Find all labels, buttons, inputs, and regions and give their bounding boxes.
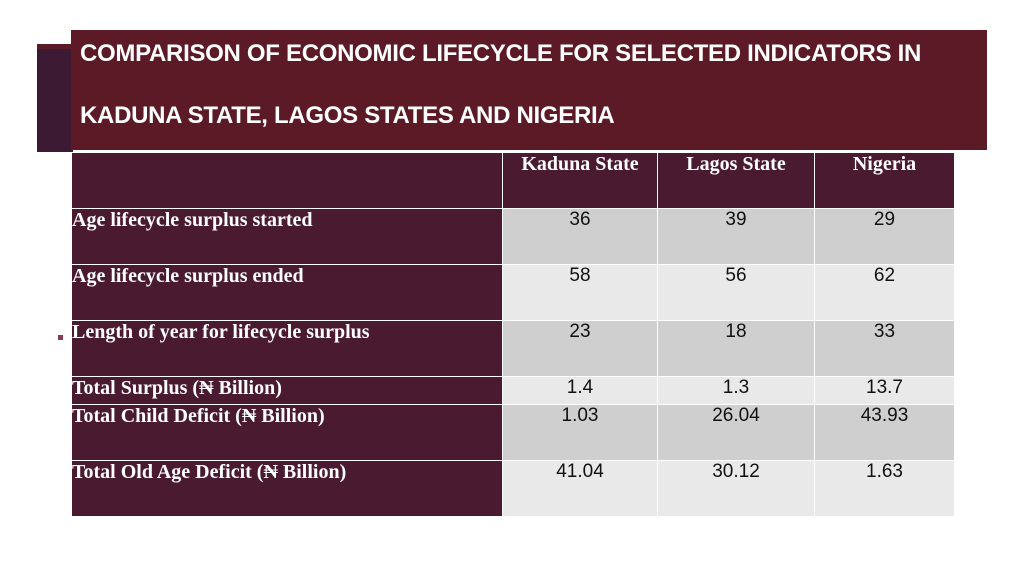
cell-nigeria: 1.63 xyxy=(814,460,955,517)
header-cell-lagos: Lagos State xyxy=(657,152,815,209)
row-label: Length of year for lifecycle surplus xyxy=(71,320,503,377)
row-label: Total Child Deficit (₦ Billion) xyxy=(71,404,503,461)
cell-lagos: 56 xyxy=(657,264,815,321)
cell-lagos: 26.04 xyxy=(657,404,815,461)
table-row: Total Surplus (₦ Billion) 1.4 1.3 13.7 xyxy=(71,376,955,405)
cell-lagos: 30.12 xyxy=(657,460,815,517)
table-row: Length of year for lifecycle surplus 23 … xyxy=(71,320,955,377)
row-label: Total Old Age Deficit (₦ Billion) xyxy=(71,460,503,517)
cell-lagos: 18 xyxy=(657,320,815,377)
cell-kaduna: 58 xyxy=(502,264,658,321)
cell-kaduna: 1.03 xyxy=(502,404,658,461)
slide-title-line-1: COMPARISON OF ECONOMIC LIFECYCLE FOR SEL… xyxy=(80,40,921,67)
cell-kaduna: 36 xyxy=(502,208,658,265)
header-cell-nigeria: Nigeria xyxy=(814,152,955,209)
table-header-row: Kaduna State Lagos State Nigeria xyxy=(71,152,955,209)
slide-title-line-2: KADUNA STATE, LAGOS STATES AND NIGERIA xyxy=(80,102,615,129)
title-banner: COMPARISON OF ECONOMIC LIFECYCLE FOR SEL… xyxy=(71,30,987,150)
banner-accent-line xyxy=(37,44,71,49)
cell-kaduna: 23 xyxy=(502,320,658,377)
row-label: Age lifecycle surplus started xyxy=(71,208,503,265)
header-cell-empty xyxy=(71,152,503,209)
table-row: Age lifecycle surplus ended 58 56 62 xyxy=(71,264,955,321)
cell-kaduna: 1.4 xyxy=(502,376,658,405)
cell-nigeria: 33 xyxy=(814,320,955,377)
cell-lagos: 39 xyxy=(657,208,815,265)
cell-nigeria: 62 xyxy=(814,264,955,321)
banner-accent xyxy=(37,44,73,152)
cell-kaduna: 41.04 xyxy=(502,460,658,517)
row-label: Age lifecycle surplus ended xyxy=(71,264,503,321)
cell-lagos: 1.3 xyxy=(657,376,815,405)
bullet-marker xyxy=(58,335,63,340)
cell-nigeria: 29 xyxy=(814,208,955,265)
header-cell-kaduna: Kaduna State xyxy=(502,152,658,209)
cell-nigeria: 13.7 xyxy=(814,376,955,405)
comparison-table: Kaduna State Lagos State Nigeria Age lif… xyxy=(71,152,955,517)
table-row: Total Child Deficit (₦ Billion) 1.03 26.… xyxy=(71,404,955,461)
table-row: Age lifecycle surplus started 36 39 29 xyxy=(71,208,955,265)
table-row: Total Old Age Deficit (₦ Billion) 41.04 … xyxy=(71,460,955,517)
cell-nigeria: 43.93 xyxy=(814,404,955,461)
row-label: Total Surplus (₦ Billion) xyxy=(71,376,503,405)
